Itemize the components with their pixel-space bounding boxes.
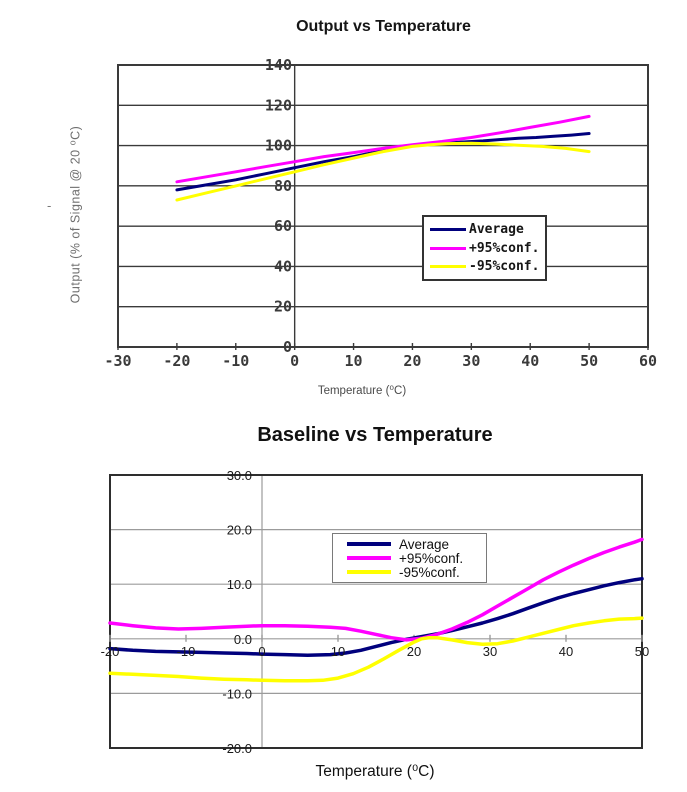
y-tick-label: 140 xyxy=(265,56,292,74)
x-tick-label: 50 xyxy=(580,352,598,370)
y-tick-label: 80 xyxy=(274,177,292,195)
average-line-swatch xyxy=(347,542,391,546)
y-tick-label: 60 xyxy=(274,217,292,235)
legend-label: Average xyxy=(469,221,524,237)
y-tick-label: 0.0 xyxy=(234,632,252,647)
x-tick-label: 30 xyxy=(462,352,480,370)
y-tick-label: -20.0 xyxy=(222,741,252,756)
legend-label: +95%conf. xyxy=(399,550,464,566)
baseline-vs-temperature-chart: Baseline vs Temperature Baseline ppm equ… xyxy=(0,410,687,792)
chart2-x-axis-label: Temperature (⁰C) xyxy=(315,763,435,780)
stray-dash: - xyxy=(47,198,52,213)
x-tick-label: -20 xyxy=(163,352,190,370)
chart1-title: Output vs Temperature xyxy=(296,18,471,35)
x-tick-label: 0 xyxy=(258,644,265,659)
y-tick-label: -10.0 xyxy=(222,686,252,701)
chart2-legend: Average +95%conf. -95%conf. xyxy=(332,533,487,583)
y-tick-label: 0 xyxy=(283,338,292,356)
legend-label: -95%conf. xyxy=(399,564,460,580)
legend-label: -95%conf. xyxy=(469,259,540,275)
plot-border xyxy=(117,64,649,348)
legend-item-minus95: -95%conf. xyxy=(333,564,486,580)
chart2-plot-area: -20 -10 0 10 20 30 40 50 -20.0 -10.0 0.0 10.0 20.0 30… xyxy=(101,468,650,756)
x-tick-label: 40 xyxy=(521,352,539,370)
x-tick-label: -10 xyxy=(222,352,249,370)
x-tick-label: 20 xyxy=(403,352,421,370)
series-line-3 xyxy=(175,141,591,202)
average-line-swatch xyxy=(430,227,466,231)
legend-item-average: Average xyxy=(424,220,545,239)
plus95-line-swatch xyxy=(347,556,391,560)
chart2-title: Baseline vs Temperature xyxy=(257,424,493,446)
x-tick-label: -20 xyxy=(101,644,120,659)
x-tick-label: 30 xyxy=(483,644,497,659)
chart1-legend: Average +95%conf. -95%conf. xyxy=(422,215,547,281)
legend-item-plus95: +95%conf. xyxy=(333,550,486,566)
y-tick-label: 10.0 xyxy=(227,577,252,592)
x-tick-label: 40 xyxy=(559,644,573,659)
legend-label: +95%conf. xyxy=(469,240,540,256)
y-tick-label: 120 xyxy=(265,96,292,114)
x-tick-label: 10 xyxy=(331,644,345,659)
x-tick-label: 60 xyxy=(639,352,657,370)
output-vs-temperature-chart: Output vs Temperature Output (% of Signa… xyxy=(47,18,657,397)
legend-item-minus95: -95%conf. xyxy=(424,257,545,276)
legend-item-plus95: +95%conf. xyxy=(424,239,545,258)
y-tick-label: 40 xyxy=(274,257,292,275)
series-line-2 xyxy=(175,114,591,184)
series-line-3 xyxy=(108,616,644,683)
y-tick-label: 20 xyxy=(274,298,292,316)
legend-label: Average xyxy=(399,536,450,552)
x-tick-label: -30 xyxy=(104,352,131,370)
minus95-line-swatch xyxy=(430,265,466,269)
plus95-line-swatch xyxy=(430,246,466,250)
y-tick-label: 30.0 xyxy=(227,468,252,483)
chart1-plot-area: -30 -20 -10 0 10 20 30 40 50 60 0 20 40 60 80 100 120 140 xyxy=(104,56,657,370)
x-tick-label: 50 xyxy=(635,644,649,659)
legend-item-average: Average xyxy=(333,536,486,552)
x-tick-label: 10 xyxy=(345,352,363,370)
x-tick-label: 20 xyxy=(407,644,421,659)
plot-border xyxy=(109,474,643,749)
y-tick-label: 20.0 xyxy=(227,523,252,538)
series-line-2 xyxy=(108,537,644,642)
x-tick-label: 0 xyxy=(290,352,299,370)
minus95-line-swatch xyxy=(347,570,391,574)
series-line-1 xyxy=(175,132,591,192)
x-tick-label: -10 xyxy=(177,644,196,659)
chart1-x-axis-label: Temperature (⁰C) xyxy=(317,385,407,397)
y-tick-label: 100 xyxy=(265,137,292,155)
